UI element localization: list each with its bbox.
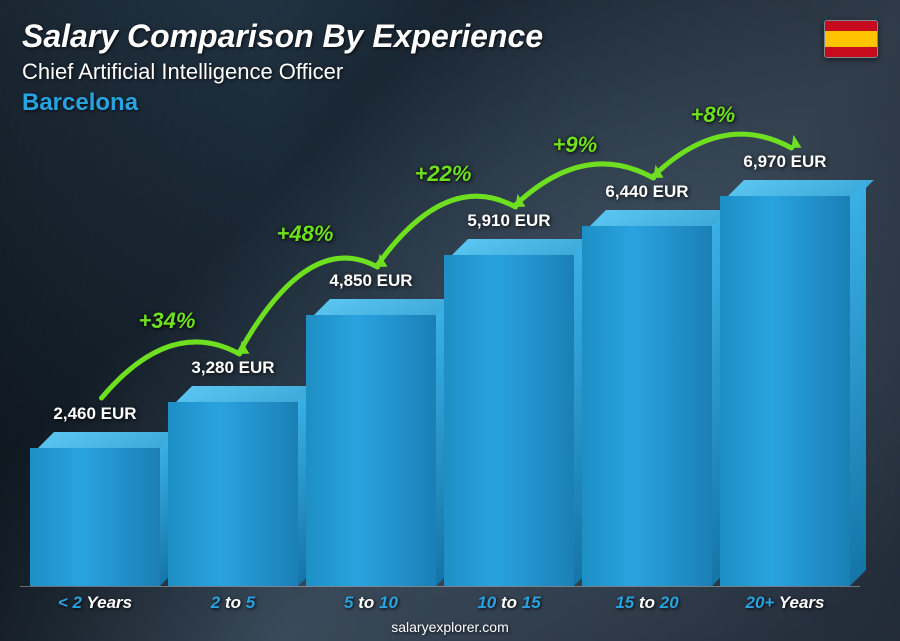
bar-front-face	[582, 226, 712, 586]
bar-group: 6,970 EUR	[720, 152, 850, 586]
bar-value-label: 2,460 EUR	[53, 404, 136, 424]
bar-value-label: 5,910 EUR	[467, 211, 550, 231]
bar	[168, 386, 298, 586]
bar-side-face	[850, 180, 866, 586]
bar-front-face	[720, 196, 850, 586]
bar-front-face	[444, 255, 574, 586]
x-axis-label: < 2 Years	[30, 593, 160, 613]
bar-group: 5,910 EUR	[444, 211, 574, 586]
bar	[720, 180, 850, 586]
bar	[444, 239, 574, 586]
bar-chart: 2,460 EUR 3,280 EUR 4,850 EUR 5,910 EUR 6,44…	[30, 126, 850, 586]
bar	[306, 299, 436, 586]
bar	[30, 432, 160, 586]
bar-front-face	[30, 448, 160, 586]
chart-baseline	[20, 586, 860, 587]
bar	[582, 210, 712, 586]
x-axis: < 2 Years 2 to 5 5 to 10 10 to 15 15 to 20 2…	[30, 593, 850, 613]
x-axis-label: 10 to 15	[444, 593, 574, 613]
bar-group: 6,440 EUR	[582, 182, 712, 586]
footer-credit: salaryexplorer.com	[0, 619, 900, 635]
x-axis-label: 20+ Years	[720, 593, 850, 613]
x-axis-label: 5 to 10	[306, 593, 436, 613]
job-title: Chief Artificial Intelligence Officer	[22, 59, 878, 85]
header: Salary Comparison By Experience Chief Ar…	[22, 18, 878, 117]
location-label: Barcelona	[22, 89, 878, 117]
bar-front-face	[306, 315, 436, 586]
bar-group: 4,850 EUR	[306, 271, 436, 586]
bar-value-label: 6,970 EUR	[743, 152, 826, 172]
bar-value-label: 4,850 EUR	[329, 271, 412, 291]
bar-value-label: 6,440 EUR	[605, 182, 688, 202]
bar-group: 3,280 EUR	[168, 358, 298, 586]
page-title: Salary Comparison By Experience	[22, 18, 878, 55]
bar-group: 2,460 EUR	[30, 404, 160, 586]
x-axis-label: 2 to 5	[168, 593, 298, 613]
bar-front-face	[168, 402, 298, 586]
x-axis-label: 15 to 20	[582, 593, 712, 613]
bar-value-label: 3,280 EUR	[191, 358, 274, 378]
